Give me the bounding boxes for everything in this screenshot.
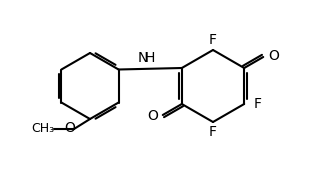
Text: O: O	[268, 49, 279, 63]
Text: O: O	[147, 109, 158, 123]
Text: CH₃: CH₃	[32, 121, 54, 134]
Text: H: H	[145, 51, 156, 65]
Text: F: F	[209, 125, 217, 139]
Text: N: N	[138, 51, 148, 65]
Text: F: F	[209, 33, 217, 47]
Text: F: F	[253, 97, 261, 111]
Text: O: O	[65, 121, 75, 135]
